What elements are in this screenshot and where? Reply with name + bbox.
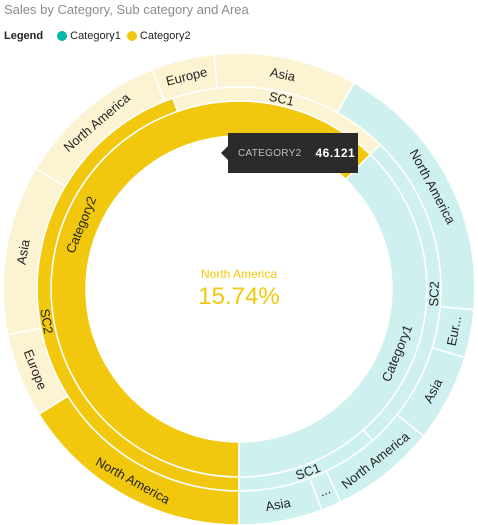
legend-dot-category2 [126, 31, 137, 41]
chart-title: Sales by Category, Sub category and Area [4, 2, 249, 17]
legend-item-category2[interactable]: Category2 [126, 30, 191, 42]
tooltip: CATEGORY2 46.121 [221, 133, 358, 173]
tooltip-key: CATEGORY2 [238, 147, 302, 159]
sunburst-segments [2, 52, 476, 525]
legend-title: Legend [4, 30, 44, 42]
legend-label-category1: Category1 [70, 30, 121, 42]
segment-label-area-asia-5: Asia [269, 65, 298, 85]
legend-label-category2: Category2 [139, 30, 191, 42]
segment-label-subcategory-sc2-0: SC2 [37, 308, 56, 335]
legend-dot-category1 [57, 31, 68, 41]
segment-label-area-asia-2: Asia [14, 238, 33, 266]
center-value: 15.74% [198, 283, 279, 310]
center-label: North America [201, 267, 277, 281]
legend-item-category1[interactable]: Category1 [57, 30, 121, 42]
tooltip-value: 46.121 [315, 146, 356, 160]
segment-label-subcategory-sc2-2: SC2 [426, 281, 442, 307]
segment-label-area-eur-7: Eur... [444, 314, 465, 347]
legend: Legend Category1 Category2 [4, 28, 197, 44]
segment-label-subcategory-sc1-1: SC1 [268, 89, 296, 109]
segment-area-asia-11[interactable] [238, 477, 323, 525]
segment-label-area-more-10: ... [317, 482, 333, 500]
segment-label-area-asia-11: Asia [264, 495, 292, 514]
